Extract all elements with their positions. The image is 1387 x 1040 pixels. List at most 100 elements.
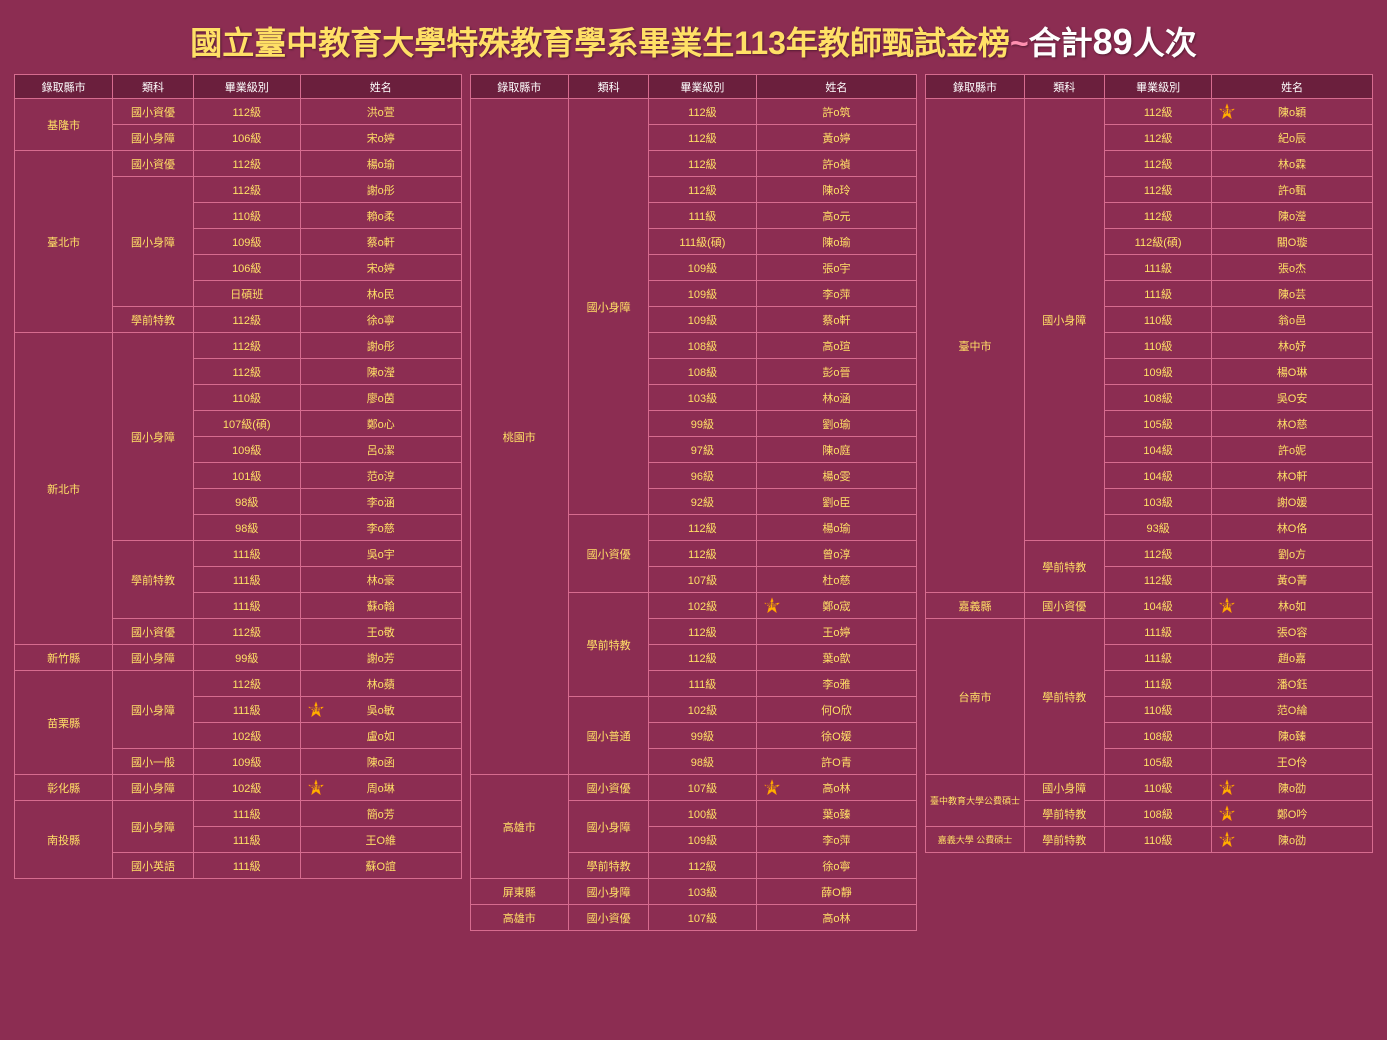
grade-cell: 108級 — [1105, 801, 1212, 827]
grade-cell: 110級 — [1105, 697, 1212, 723]
table-row: 臺北市國小資優112級楊o瑜 — [15, 151, 462, 177]
city-cell: 台南市 — [926, 619, 1024, 775]
grade-cell: 93級 — [1105, 515, 1212, 541]
name-text: 周o琳 — [367, 783, 395, 795]
name-text: 范o淳 — [367, 471, 395, 483]
name-cell: 林O軒 — [1212, 463, 1373, 489]
name-cell: 洪o萱 — [300, 99, 461, 125]
name-text: 高o元 — [822, 211, 850, 223]
title-main: 國立臺中教育大學特殊教育學系畢業生113年教師甄試金榜 — [190, 25, 1010, 61]
col-2: 錄取縣市類科畢業級別姓名桃園市國小身障112級許o筑112級黃o婷112級許o禎… — [470, 74, 918, 931]
grade-cell: 108級 — [1105, 385, 1212, 411]
table-row: 彰化縣國小身障102級榜首周o琳 — [15, 775, 462, 801]
grade-cell: 112級 — [193, 151, 300, 177]
subject-cell: 學前特教 — [1024, 541, 1104, 593]
grade-cell: 111級 — [193, 567, 300, 593]
top-star-label: 榜首 — [1218, 103, 1236, 121]
name-cell: 趙o嘉 — [1212, 645, 1373, 671]
grade-cell: 102級 — [649, 593, 756, 619]
name-text: 吳O安 — [1277, 393, 1308, 405]
grade-cell: 110級 — [193, 385, 300, 411]
name-text: 楊o雯 — [822, 471, 850, 483]
name-text: 楊o瑜 — [822, 523, 850, 535]
col-1: 錄取縣市類科畢業級別姓名基隆市國小資優112級洪o萱國小身障106級宋o婷臺北市… — [14, 74, 462, 931]
name-text: 陳o芸 — [1278, 289, 1306, 301]
name-cell: 蘇O誼 — [300, 853, 461, 879]
name-cell: 劉o瑜 — [756, 411, 917, 437]
table-row: 嘉義大學 公費碩士學前特教110級榜首陳o劭 — [926, 827, 1373, 853]
grade-cell: 109級 — [193, 437, 300, 463]
name-cell: 紀o辰 — [1212, 125, 1373, 151]
grade-cell: 102級 — [193, 723, 300, 749]
grade-cell: 112級 — [649, 645, 756, 671]
table-row: 基隆市國小資優112級洪o萱 — [15, 99, 462, 125]
subject-cell: 國小英語 — [113, 853, 193, 879]
subject-cell: 學前特教 — [568, 593, 648, 697]
name-text: 劉o瑜 — [822, 419, 850, 431]
name-cell: 林o民 — [300, 281, 461, 307]
grade-cell: 98級 — [193, 515, 300, 541]
name-text: 吳o敏 — [367, 705, 395, 717]
name-text: 杜o慈 — [822, 575, 850, 587]
name-text: 謝o芳 — [367, 653, 395, 665]
name-text: 關O璇 — [1277, 237, 1308, 249]
grade-cell: 103級 — [649, 385, 756, 411]
col-header: 錄取縣市 — [926, 75, 1024, 99]
name-text: 王o敬 — [367, 627, 395, 639]
name-cell: 李o萍 — [756, 827, 917, 853]
name-text: 簡o芳 — [367, 809, 395, 821]
name-text: 陳o穎 — [1278, 107, 1306, 119]
name-text: 楊o瑜 — [367, 159, 395, 171]
name-text: 李o萍 — [822, 835, 850, 847]
name-text: 謝o彤 — [367, 341, 395, 353]
grade-cell: 107級(碩) — [193, 411, 300, 437]
name-text: 李o雅 — [822, 679, 850, 691]
name-cell: 王O伶 — [1212, 749, 1373, 775]
grade-cell: 100級 — [649, 801, 756, 827]
subject-cell: 學前特教 — [1024, 801, 1104, 827]
name-cell: 高o瑄 — [756, 333, 917, 359]
col-header: 姓名 — [300, 75, 461, 99]
name-text: 林O佫 — [1277, 523, 1308, 535]
name-text: 林O軒 — [1277, 471, 1308, 483]
name-text: 劉o臣 — [822, 497, 850, 509]
name-cell: 許o筑 — [756, 99, 917, 125]
name-cell: 陳o瀅 — [300, 359, 461, 385]
name-cell: 宋o婷 — [300, 255, 461, 281]
name-text: 洪o萱 — [367, 107, 395, 119]
name-text: 翁o邑 — [1278, 315, 1306, 327]
name-text: 陳o函 — [367, 757, 395, 769]
name-text: 陳o瑜 — [822, 237, 850, 249]
grade-cell: 109級 — [649, 255, 756, 281]
table-row: 南投縣國小身障111級簡o芳 — [15, 801, 462, 827]
grade-cell: 111級 — [193, 541, 300, 567]
name-cell: 榜首周o琳 — [300, 775, 461, 801]
name-text: 李o萍 — [822, 289, 850, 301]
name-cell: 徐o寧 — [756, 853, 917, 879]
grade-cell: 112級 — [193, 99, 300, 125]
name-cell: 林o霖 — [1212, 151, 1373, 177]
title-tail: 合計89人次 — [1029, 25, 1197, 61]
table-row: 新竹縣國小身障99級謝o芳 — [15, 645, 462, 671]
subject-cell: 國小身障 — [113, 125, 193, 151]
name-text: 許o禎 — [822, 159, 850, 171]
name-text: 蘇O誼 — [365, 861, 396, 873]
grade-cell: 111級(碩) — [649, 229, 756, 255]
grade-cell: 111級 — [1105, 671, 1212, 697]
name-cell: 謝o彤 — [300, 333, 461, 359]
col-header: 錄取縣市 — [15, 75, 113, 99]
name-text: 蘇o翰 — [367, 601, 395, 613]
name-text: 李o慈 — [367, 523, 395, 535]
name-cell: 李o萍 — [756, 281, 917, 307]
grade-cell: 112級 — [1105, 125, 1212, 151]
city-cell: 嘉義縣 — [926, 593, 1024, 619]
name-cell: 林O慈 — [1212, 411, 1373, 437]
name-text: 蔡o軒 — [367, 237, 395, 249]
name-cell: 林o蘋 — [300, 671, 461, 697]
name-cell: 楊o瑜 — [300, 151, 461, 177]
name-cell: 彭o晉 — [756, 359, 917, 385]
subject-cell: 國小普通 — [568, 697, 648, 775]
table-1: 錄取縣市類科畢業級別姓名基隆市國小資優112級洪o萱國小身障106級宋o婷臺北市… — [14, 74, 462, 879]
grade-cell: 111級 — [193, 801, 300, 827]
name-cell: 陳o瑜 — [756, 229, 917, 255]
